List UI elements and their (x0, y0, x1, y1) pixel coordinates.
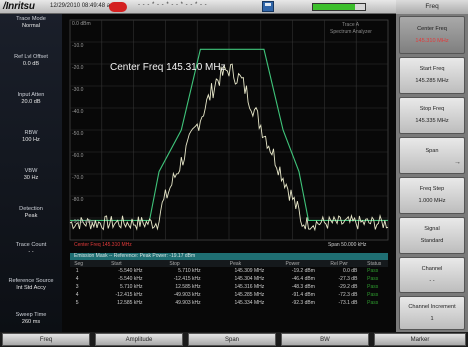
save-icon[interactable] (262, 1, 274, 12)
battery-level (313, 4, 355, 10)
analyzer-label: Spectrum Analyzer (330, 29, 372, 35)
bw-menu-button[interactable]: BW (281, 333, 369, 346)
ref-level-offset-setting: Ref Lvl Offset 0.0 dB (14, 54, 48, 67)
y-axis-label: -60.0 (72, 153, 84, 159)
column-header: Status (360, 260, 388, 267)
status-bar: /Inritsu 12/29/2010 08:49:48 am - - - * … (0, 0, 396, 14)
status-pass: Pass (367, 268, 379, 274)
y-axis-label: -90.0 dBm (72, 219, 96, 225)
status-pass: Pass (367, 292, 379, 298)
freq-step-button[interactable]: Freq Step 1.000 MHz (399, 177, 465, 214)
center-freq-button[interactable]: Center Freq 145.310 MHz (399, 16, 465, 54)
span-button[interactable]: Span → (399, 137, 465, 174)
settings-panel: Trace Mode Normal Ref Lvl Offset 0.0 dB In… (0, 14, 62, 332)
y-axis-label: -80.0 (72, 197, 84, 203)
channel-increment-button[interactable]: Channel Increment 1 (399, 296, 465, 330)
detection-setting: Detection Peak (19, 206, 43, 219)
bottom-center-freq-label: Center Freq 145.310 MHz (74, 242, 132, 248)
trace-count-setting: Trace Count - - (15, 242, 47, 255)
y-axis-label: 0.0 dBm (72, 21, 91, 27)
reference-source-setting: Reference Source Int Std Accy (8, 278, 54, 291)
table-header-row: Seg Start Stop Peak Power Rel Pwr Status (70, 260, 388, 267)
vbw-setting: VBW 30 Hz (23, 168, 39, 181)
signal-standard-button[interactable]: Signal Standard (399, 217, 465, 254)
column-header: Peak (203, 260, 268, 267)
freq-menu-button[interactable]: Freq (2, 333, 90, 346)
channel-button[interactable]: Channel - - (399, 257, 465, 293)
marker-menu-button[interactable]: Marker (374, 333, 466, 346)
stop-freq-button[interactable]: Stop Freq 145.335 MHz (399, 97, 465, 134)
column-header: Power (267, 260, 318, 267)
column-header: Seg (70, 260, 88, 267)
rbw-setting: RBW 100 Hz (22, 130, 40, 143)
center-freq-annotation: Center Freq 145.310 MHz (110, 62, 226, 73)
emission-mask-table: Seg Start Stop Peak Power Rel Pwr Status… (70, 260, 388, 307)
amplitude-menu-button[interactable]: Amplitude (95, 333, 183, 346)
bottom-span-label: Span 50.000 kHz (328, 242, 367, 248)
spectrum-graph (69, 19, 389, 241)
table-row: 3 5.710 kHz 12.585 kHz 145.316 MHz -48.3 dBm… (70, 283, 388, 291)
status-pass: Pass (367, 284, 379, 290)
y-axis-label: -10.0 (72, 43, 84, 49)
trace-label: Trace A (342, 22, 360, 28)
battery-icon (312, 3, 366, 11)
y-axis-label: -20.0 (72, 65, 84, 71)
start-freq-button[interactable]: Start Freq 145.285 MHz (399, 57, 465, 94)
submenu-arrow-icon: → (454, 159, 461, 166)
y-axis-label: -50.0 (72, 131, 84, 137)
brand-logo: /Inritsu (3, 1, 35, 12)
trace-mode-setting: Trace Mode Normal (16, 16, 46, 29)
column-header: Stop (145, 260, 204, 267)
sweep-time-setting: Sweep Time 260 ms (15, 312, 47, 325)
column-header: Start (87, 260, 146, 267)
y-axis-label: -40.0 (72, 109, 84, 115)
table-row: 1 -5.540 kHz 5.710 kHz 145.309 MHz -19.2 dBm… (70, 267, 388, 275)
table-row: 5 12.585 kHz 49.903 kHz 145.334 MHz -92.3 dB… (70, 299, 388, 307)
input-atten-setting: Input Atten 20.0 dB (17, 92, 45, 105)
table-row: 4 -12.415 kHz -49.903 kHz 145.285 MHz -91.4 … (70, 291, 388, 299)
status-pass: Pass (367, 276, 379, 282)
spectrum-trace (69, 63, 389, 232)
emission-mask-title: Emission Mask -- Reference: Peak Power: … (70, 253, 388, 260)
freq-menu-panel: Freq Center Freq 145.310 MHz Start Freq 14… (396, 0, 468, 332)
status-pass: Pass (367, 300, 379, 306)
y-axis-label: -30.0 (72, 87, 84, 93)
alarm-indicator-icon (109, 2, 127, 12)
main-menu-bar: Freq Amplitude Span BW Marker (0, 332, 468, 347)
column-header: Rel Pwr (317, 260, 361, 267)
y-axis-label: -70.0 (72, 175, 84, 181)
emission-mask-line (70, 48, 388, 221)
datetime: 12/29/2010 08:49:48 am (50, 3, 116, 9)
menu-title: Freq (396, 0, 468, 14)
table-row: 4 -5.540 kHz -12.415 kHz 145.304 MHz -46.4 d… (70, 275, 388, 283)
spectrum-plot: Trace A Spectrum Analyzer Center Freq 14… (62, 14, 396, 332)
span-menu-button[interactable]: Span (188, 333, 276, 346)
status-dashes: - - - * - - * - - * - - * - - (138, 2, 208, 8)
